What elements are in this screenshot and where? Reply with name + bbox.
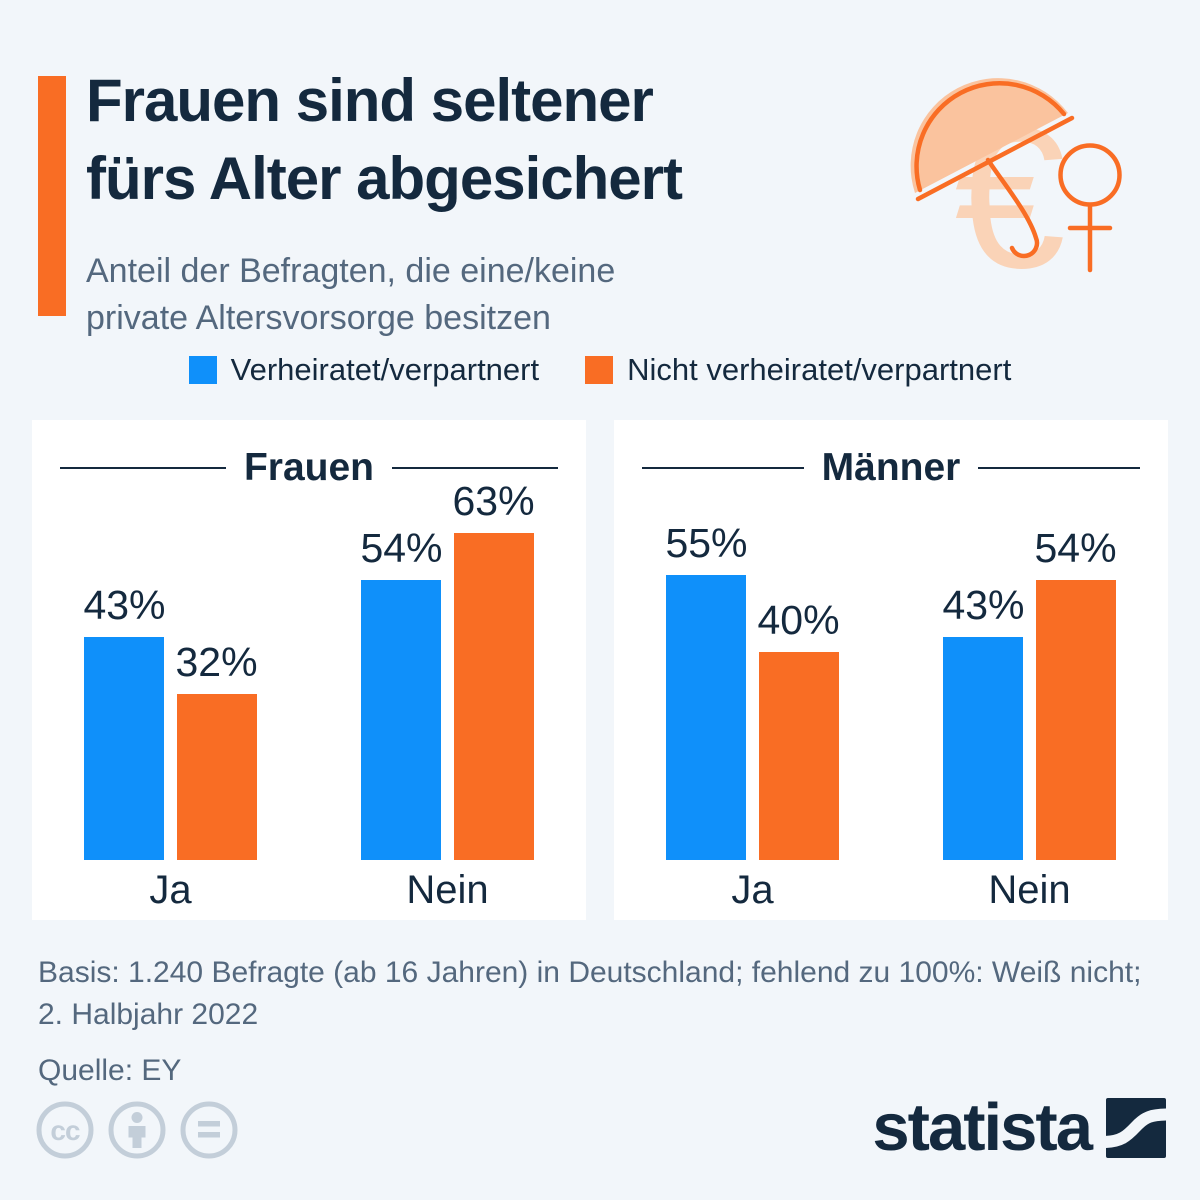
bar-value-label: 32% bbox=[175, 639, 258, 685]
legend-label-not-married: Nicht verheiratet/verpartnert bbox=[627, 352, 1012, 387]
attribution-icon bbox=[108, 1101, 166, 1159]
bar bbox=[453, 533, 534, 860]
legend-item-not-married: Nicht verheiratet/verpartnert bbox=[585, 352, 1011, 388]
category-labels: Ja Nein bbox=[32, 868, 586, 913]
category-label-nein: Nein bbox=[988, 868, 1071, 912]
bar bbox=[943, 637, 1024, 860]
category-label-nein: Nein bbox=[406, 868, 489, 912]
statista-brand: statista bbox=[872, 1094, 1166, 1161]
umbrella-euro-female-illustration: € bbox=[910, 78, 1122, 310]
bar-column: 32% bbox=[176, 639, 258, 860]
statista-logo-icon bbox=[1106, 1097, 1166, 1158]
umbrella-icon bbox=[910, 78, 1075, 259]
basis-note-line2: 2. Halbjahr 2022 bbox=[38, 998, 259, 1031]
panel-frauen: Frauen 43% 32% 54% 63% Ja Nein bbox=[32, 420, 586, 920]
page-subtitle: Anteil der Befragten, die eine/keine pri… bbox=[86, 248, 615, 342]
female-symbol-icon bbox=[1058, 143, 1122, 273]
bar-column: 40% bbox=[758, 597, 840, 860]
title-rule-left bbox=[60, 467, 226, 469]
bar-value-label: 63% bbox=[452, 478, 535, 524]
title-rule-left bbox=[642, 467, 804, 469]
page-subtitle-line2: private Altersvorsorge besitzen bbox=[86, 299, 551, 337]
page-title: Frauen sind seltener fürs Alter abgesich… bbox=[86, 62, 683, 218]
cc-license-badges: cc bbox=[36, 1101, 238, 1159]
category-labels: Ja Nein bbox=[614, 868, 1168, 913]
legend-swatch-blue bbox=[188, 356, 217, 384]
bar-value-label: 54% bbox=[360, 525, 443, 571]
bar-value-label: 43% bbox=[83, 582, 166, 628]
bar-value-label: 54% bbox=[1034, 525, 1117, 571]
bar-value-label: 55% bbox=[665, 520, 748, 566]
panel-title-row: Männer bbox=[642, 446, 1141, 490]
source-note: Quelle: EY bbox=[38, 1054, 182, 1087]
bar-plot: 55% 40% 43% 54% bbox=[614, 490, 1168, 860]
page-title-line2: fürs Alter abgesichert bbox=[86, 145, 683, 212]
bar bbox=[176, 694, 257, 860]
bar-column: 55% bbox=[665, 520, 748, 860]
bar-group-ja: 55% 40% bbox=[614, 520, 891, 860]
bar-plot: 43% 32% 54% 63% bbox=[32, 478, 586, 860]
bar-group-nein: 43% 54% bbox=[891, 525, 1168, 860]
bar bbox=[666, 575, 747, 860]
bar bbox=[1035, 580, 1116, 860]
bar bbox=[361, 580, 442, 860]
title-rule-right bbox=[978, 467, 1141, 469]
panel-title-row: Frauen bbox=[60, 446, 558, 490]
legend-label-married: Verheiratet/verpartnert bbox=[230, 352, 540, 387]
panel-title: Männer bbox=[821, 446, 961, 489]
bar-column: 54% bbox=[360, 525, 443, 860]
bar-value-label: 43% bbox=[942, 582, 1025, 628]
bar-value-label: 40% bbox=[757, 597, 840, 643]
footer: Basis: 1.240 Befragte (ab 16 Jahren) in … bbox=[38, 952, 1141, 1092]
bar-group-ja: 43% 32% bbox=[32, 582, 309, 860]
page-title-line1: Frauen sind seltener bbox=[86, 67, 654, 134]
panel-title: Frauen bbox=[243, 446, 375, 489]
panel-männer: Männer 55% 40% 43% 54% Ja Nein bbox=[614, 420, 1168, 920]
bar bbox=[84, 637, 165, 860]
basis-note-line1: Basis: 1.240 Befragte (ab 16 Jahren) in … bbox=[38, 956, 1142, 989]
chart-legend: Verheiratet/verpartnert Nicht verheirate… bbox=[0, 352, 1200, 388]
svg-text:cc: cc bbox=[50, 1115, 80, 1146]
cc-icon: cc bbox=[36, 1101, 94, 1159]
statista-logo-text: statista bbox=[872, 1090, 1093, 1165]
bar-column: 63% bbox=[453, 478, 535, 860]
bar-column: 43% bbox=[83, 582, 166, 860]
legend-item-married: Verheiratet/verpartnert bbox=[188, 352, 540, 388]
category-label-ja: Ja bbox=[731, 868, 774, 912]
title-accent-bar bbox=[38, 76, 66, 316]
title-rule-right bbox=[392, 467, 558, 469]
no-derivatives-icon bbox=[180, 1101, 238, 1159]
bar-group-nein: 54% 63% bbox=[309, 478, 586, 860]
page-subtitle-line1: Anteil der Befragten, die eine/keine bbox=[86, 252, 616, 290]
category-label-ja: Ja bbox=[149, 868, 192, 912]
bar bbox=[758, 652, 839, 860]
chart-panels: Frauen 43% 32% 54% 63% Ja Nein Männer 55% 40% 43% 5… bbox=[32, 420, 1168, 920]
bar-column: 43% bbox=[942, 582, 1025, 860]
legend-swatch-orange bbox=[585, 356, 614, 384]
bar-column: 54% bbox=[1035, 525, 1117, 860]
